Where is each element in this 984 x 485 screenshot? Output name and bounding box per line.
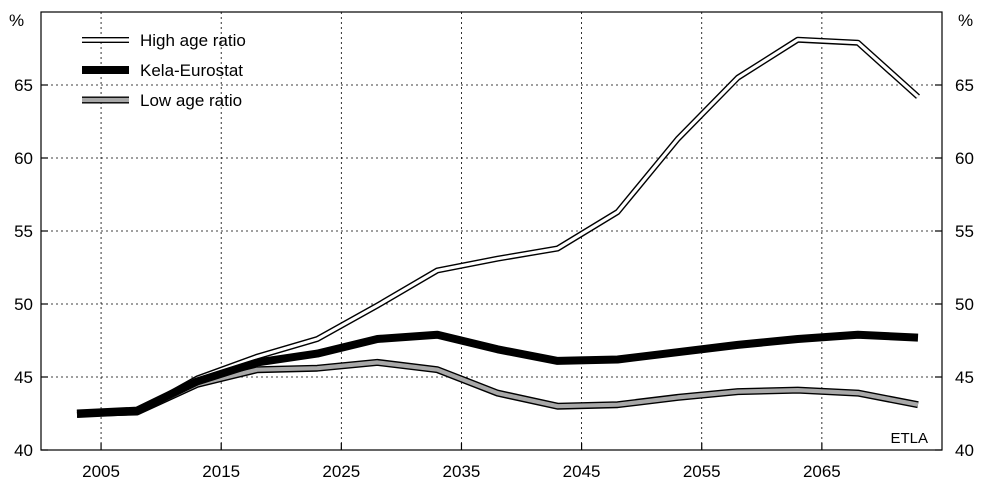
y-tick-label-right: 65 bbox=[955, 76, 974, 95]
y-tick-label-left: 45 bbox=[14, 368, 33, 387]
y-tick-label-right: 60 bbox=[955, 149, 974, 168]
legend-label: Kela-Eurostat bbox=[140, 61, 243, 80]
x-tick-label: 2015 bbox=[202, 462, 240, 481]
series-line bbox=[76, 360, 919, 416]
source-watermark: ETLA bbox=[890, 430, 928, 447]
series-line bbox=[76, 330, 919, 418]
legend-item: Kela-Eurostat bbox=[82, 61, 243, 80]
y-tick-label-left: 55 bbox=[14, 222, 33, 241]
y-axis-label-right: % bbox=[958, 11, 973, 30]
series-layer bbox=[76, 36, 921, 418]
x-tick-label: 2035 bbox=[443, 462, 481, 481]
y-tick-label-right: 55 bbox=[955, 222, 974, 241]
legend-item: Low age ratio bbox=[82, 91, 242, 110]
x-tick-label: 2045 bbox=[563, 462, 601, 481]
y-tick-label-left: 65 bbox=[14, 76, 33, 95]
y-tick-label-right: 50 bbox=[955, 295, 974, 314]
legend-label: Low age ratio bbox=[140, 91, 242, 110]
y-tick-label-left: 40 bbox=[14, 441, 33, 460]
x-tick-label: 2065 bbox=[803, 462, 841, 481]
legend-label: High age ratio bbox=[140, 31, 246, 50]
series-kela-eurostat bbox=[76, 330, 919, 418]
x-tick-label: 2005 bbox=[82, 462, 120, 481]
y-axis-label-left: % bbox=[9, 11, 24, 30]
legend: High age ratio Kela-Eurostat Low age ratio bbox=[82, 31, 246, 110]
y-tick-label-right: 40 bbox=[955, 441, 974, 460]
x-tick-label: 2025 bbox=[322, 462, 360, 481]
y-tick-label-left: 50 bbox=[14, 295, 33, 314]
series-line bbox=[76, 358, 919, 417]
y-tick-label-left: 60 bbox=[14, 149, 33, 168]
y-tick-label-right: 45 bbox=[955, 368, 974, 387]
legend-item: High age ratio bbox=[82, 31, 246, 50]
series-low-age-ratio bbox=[76, 358, 919, 417]
x-tick-label: 2055 bbox=[683, 462, 721, 481]
axis-ticks: 40 40 45 45 50 50 55 55 60 60 65 65 2005 2015 2025 2035… bbox=[14, 76, 974, 481]
